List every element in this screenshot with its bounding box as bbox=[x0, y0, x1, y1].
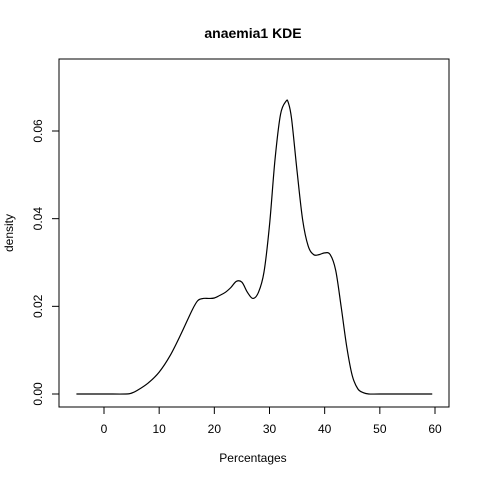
y-axis: 0.00 0.02 0.04 0.06 bbox=[31, 119, 60, 406]
y-tick-label: 0.04 bbox=[31, 207, 45, 231]
x-axis: 0 10 20 30 40 50 60 bbox=[101, 406, 442, 436]
x-tick-label: 50 bbox=[373, 422, 387, 436]
y-tick-label: 0.02 bbox=[31, 294, 45, 318]
y-axis-label: density bbox=[2, 214, 16, 252]
x-tick-label: 60 bbox=[428, 422, 442, 436]
x-tick-label: 30 bbox=[263, 422, 277, 436]
y-tick-label: 0.00 bbox=[31, 382, 45, 406]
density-curve bbox=[76, 99, 433, 395]
y-tick-label: 0.06 bbox=[31, 119, 45, 143]
x-tick-label: 0 bbox=[101, 422, 108, 436]
plot-frame bbox=[58, 58, 450, 408]
x-tick-label: 20 bbox=[208, 422, 222, 436]
x-tick-label: 40 bbox=[318, 422, 332, 436]
chart-title: anaemia1 KDE bbox=[204, 25, 301, 41]
x-tick-label: 10 bbox=[152, 422, 166, 436]
x-axis-label: Percentages bbox=[219, 451, 286, 465]
